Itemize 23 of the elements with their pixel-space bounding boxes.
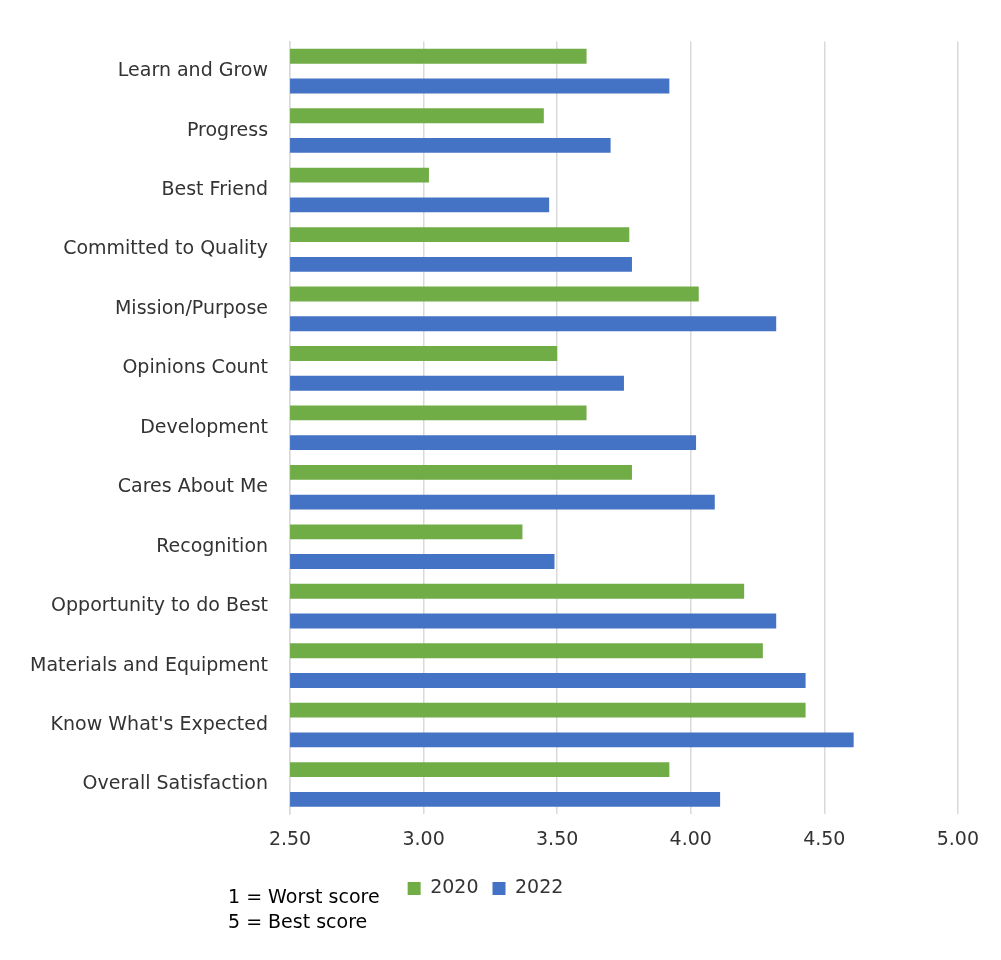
legend-label: 2022 [515, 875, 564, 898]
x-tick-label: 4.00 [669, 826, 712, 849]
x-tick-label: 2.50 [268, 826, 312, 849]
y-tick-label: Opinions Count [122, 355, 269, 378]
y-tick-label: Opportunity to do Best [51, 593, 269, 616]
y-tick-label: Learn and Grow [117, 58, 269, 81]
text: 1 = Worst score [228, 884, 380, 907]
y-tick-label: Development [140, 414, 269, 437]
y-tick-label: Progress [186, 117, 269, 140]
x-tick-label: 5.00 [936, 826, 979, 849]
x-tick-label: 3.50 [536, 826, 579, 849]
y-tick-label: Best Friend [161, 176, 269, 199]
y-tick-label: Cares About Me [117, 474, 269, 497]
y-tick-label: Overall Satisfaction [82, 771, 269, 794]
x-tick-label: 3.00 [402, 826, 445, 849]
y-tick-label: Mission/Purpose [114, 295, 269, 318]
legend-label: 2020 [430, 875, 479, 898]
y-tick-label: Know What's Expected [50, 711, 269, 734]
y-tick-label: Materials and Equipment [29, 652, 269, 675]
text: 5 = Best score [228, 909, 368, 932]
x-tick-label: 4.50 [803, 826, 846, 849]
y-tick-label: Recognition [156, 533, 269, 556]
y-tick-label: Committed to Quality [63, 236, 269, 259]
